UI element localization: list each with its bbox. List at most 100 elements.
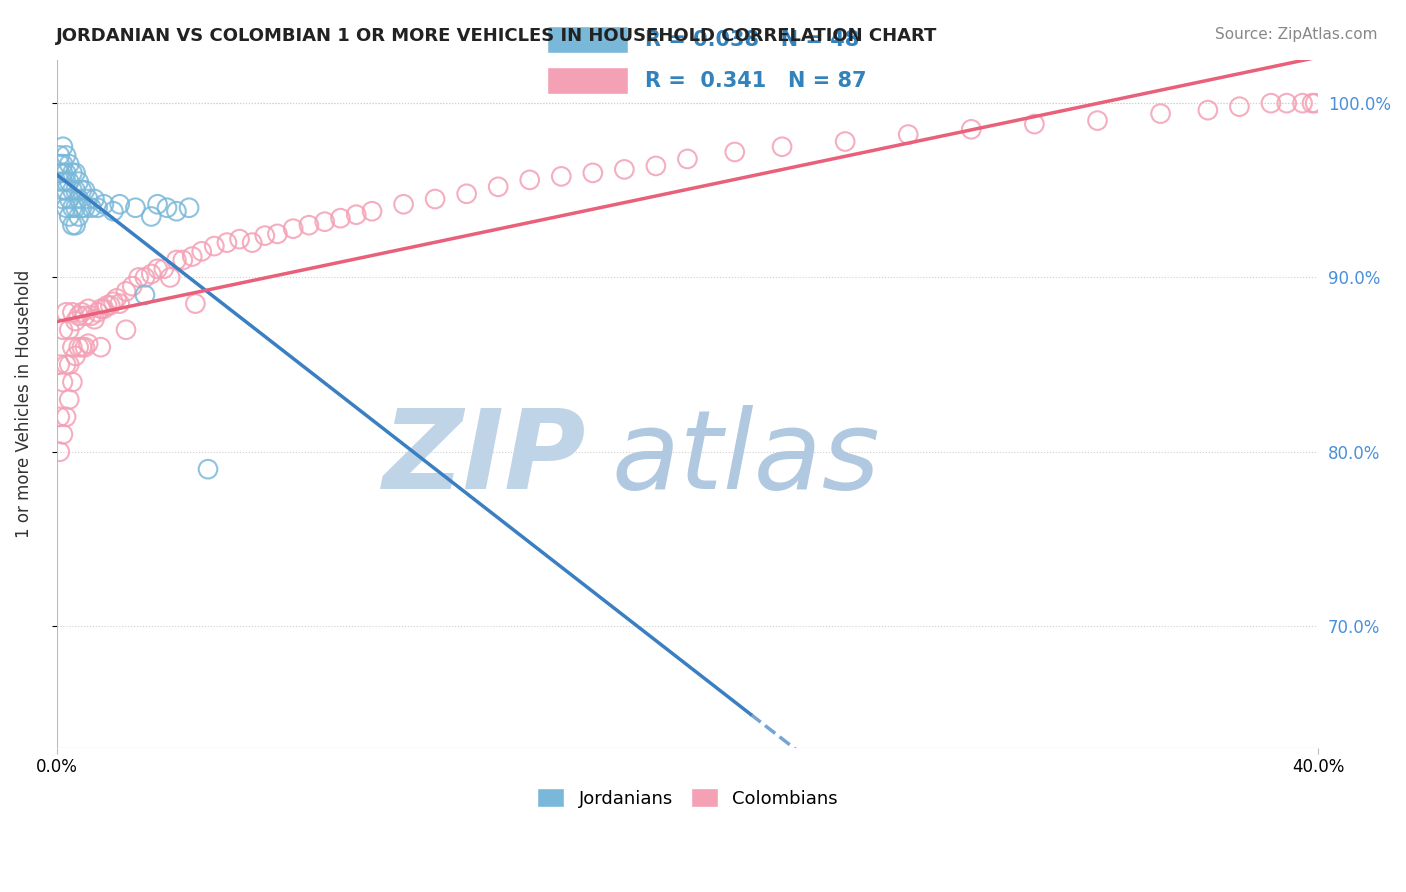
- Point: [70, 183, 93, 197]
- Point: [645, 159, 668, 173]
- Point: [86, 201, 108, 215]
- Point: [228, 232, 250, 246]
- Point: [60, 183, 83, 197]
- Text: Source: ZipAtlas.com: Source: ZipAtlas.com: [1215, 27, 1378, 42]
- Point: [283, 221, 305, 235]
- Point: [134, 270, 156, 285]
- Point: [60, 340, 83, 354]
- Point: [960, 122, 983, 136]
- Point: [1229, 100, 1251, 114]
- Point: [49, 358, 72, 372]
- Point: [1024, 117, 1046, 131]
- Point: [67, 192, 90, 206]
- Point: [52, 323, 75, 337]
- Point: [314, 215, 336, 229]
- Point: [58, 392, 80, 407]
- Point: [392, 197, 415, 211]
- Point: [65, 314, 87, 328]
- Point: [80, 309, 103, 323]
- Point: [55, 409, 77, 424]
- Point: [58, 358, 80, 372]
- Point: [55, 175, 77, 189]
- Point: [77, 192, 100, 206]
- Point: [240, 235, 263, 250]
- Point: [73, 201, 96, 215]
- Point: [83, 192, 105, 206]
- Point: [121, 279, 143, 293]
- Point: [67, 309, 90, 323]
- Point: [344, 208, 367, 222]
- Point: [49, 148, 72, 162]
- Point: [60, 166, 83, 180]
- Point: [52, 175, 75, 189]
- Legend: Jordanians, Colombians: Jordanians, Colombians: [530, 780, 845, 814]
- Point: [49, 444, 72, 458]
- Point: [52, 166, 75, 180]
- Point: [55, 148, 77, 162]
- Point: [77, 336, 100, 351]
- Point: [96, 298, 118, 312]
- Point: [98, 298, 121, 312]
- Point: [58, 157, 80, 171]
- Y-axis label: 1 or more Vehicles in Household: 1 or more Vehicles in Household: [15, 269, 32, 538]
- Point: [141, 267, 163, 281]
- Point: [49, 409, 72, 424]
- Point: [770, 140, 793, 154]
- Point: [93, 197, 115, 211]
- Point: [298, 218, 321, 232]
- Point: [834, 135, 856, 149]
- Point: [58, 175, 80, 189]
- Point: [456, 186, 478, 201]
- Point: [172, 253, 194, 268]
- Point: [181, 250, 204, 264]
- Point: [55, 201, 77, 215]
- Point: [724, 145, 747, 159]
- Text: R =  0.341   N = 87: R = 0.341 N = 87: [645, 70, 866, 91]
- Point: [52, 192, 75, 206]
- Point: [60, 201, 83, 215]
- Point: [156, 201, 179, 215]
- Point: [65, 218, 87, 232]
- Point: [134, 288, 156, 302]
- Point: [1291, 96, 1313, 111]
- Point: [67, 175, 90, 189]
- Point: [550, 169, 572, 184]
- Point: [103, 294, 125, 309]
- Point: [60, 218, 83, 232]
- Text: JORDANIAN VS COLOMBIAN 1 OR MORE VEHICLES IN HOUSEHOLD CORRELATION CHART: JORDANIAN VS COLOMBIAN 1 OR MORE VEHICLE…: [56, 27, 938, 45]
- Point: [80, 201, 103, 215]
- Point: [108, 197, 131, 211]
- Text: ZIP: ZIP: [382, 405, 586, 512]
- Point: [115, 323, 138, 337]
- Point: [58, 192, 80, 206]
- Point: [67, 210, 90, 224]
- Point: [90, 301, 112, 316]
- Point: [423, 192, 446, 206]
- Point: [73, 183, 96, 197]
- Point: [184, 296, 207, 310]
- Point: [1301, 96, 1323, 111]
- Point: [65, 349, 87, 363]
- Point: [146, 197, 169, 211]
- Point: [52, 183, 75, 197]
- Point: [519, 173, 541, 187]
- Point: [153, 261, 176, 276]
- Point: [676, 152, 699, 166]
- Point: [65, 201, 87, 215]
- Point: [73, 309, 96, 323]
- Point: [70, 201, 93, 215]
- Point: [52, 375, 75, 389]
- Point: [108, 296, 131, 310]
- Point: [361, 204, 384, 219]
- Point: [197, 462, 219, 476]
- Point: [49, 166, 72, 180]
- Point: [58, 323, 80, 337]
- Bar: [547, 67, 627, 95]
- Point: [60, 305, 83, 319]
- Point: [49, 157, 72, 171]
- Text: R = 0.038   N = 48: R = 0.038 N = 48: [645, 29, 859, 50]
- Point: [1149, 106, 1171, 120]
- Point: [86, 305, 108, 319]
- Point: [177, 201, 200, 215]
- Point: [52, 140, 75, 154]
